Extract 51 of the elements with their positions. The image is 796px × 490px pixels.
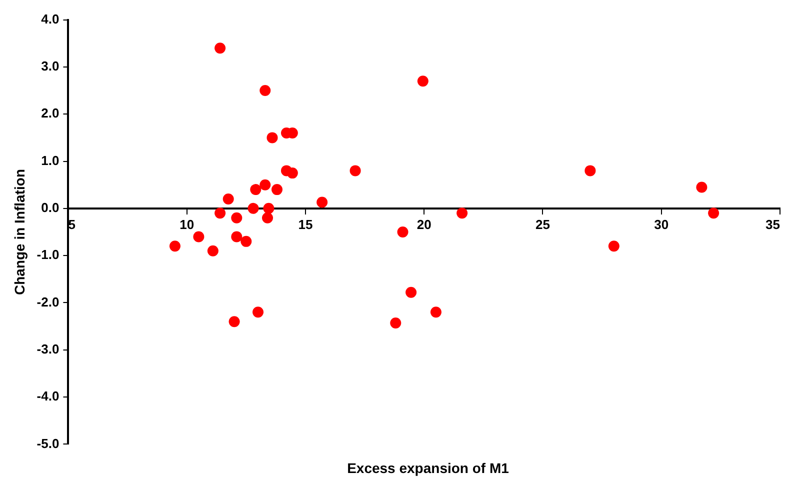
point [228,316,240,328]
point [406,286,417,298]
x-tick-label: 10 [180,216,194,232]
point [263,202,274,214]
x-tick-label: 20 [416,216,432,232]
x-tick-label: 15 [298,216,313,232]
point [231,212,242,224]
point [584,165,596,176]
y-tick-label: -1.0 [36,247,60,262]
x-tick-label: 5 [68,216,76,232]
point [696,182,708,193]
point [214,208,226,219]
x-tick-label: 35 [766,216,780,232]
y-tick-label: -2.0 [36,294,60,310]
point [207,245,218,256]
point [240,236,252,247]
point [260,85,271,96]
point [248,202,259,214]
y-tick-label: 2.0 [41,106,60,121]
point [456,208,468,219]
point [608,240,620,252]
y-tick-label: 3.0 [41,58,60,74]
x-tick-label: 25 [536,216,550,232]
point [231,231,242,242]
x-tick-label: 30 [654,216,669,232]
y-axis-title: Change in Inflation [11,169,28,295]
point [252,306,264,318]
point [214,42,226,54]
y-tick-label: 1.0 [41,152,60,168]
point [271,184,282,196]
point [266,132,278,144]
point [262,212,274,224]
y-tick-label: -4.0 [36,388,60,404]
y-tick-label: -5.0 [36,436,60,451]
y-tick-label: 4.0 [41,11,60,26]
point [169,240,180,252]
point [250,184,262,196]
point [390,318,402,329]
point [417,76,428,87]
point [350,165,361,176]
x-axis-title: Excess expansion of M1 [346,460,510,476]
y-tick-label: 0.0 [41,200,60,215]
point [708,208,720,219]
point [397,226,408,238]
point [430,306,442,318]
point [286,168,298,179]
y-tick-label: -3.0 [36,341,60,356]
point [260,179,271,190]
point [193,231,204,242]
point [316,196,328,208]
point [222,193,234,204]
